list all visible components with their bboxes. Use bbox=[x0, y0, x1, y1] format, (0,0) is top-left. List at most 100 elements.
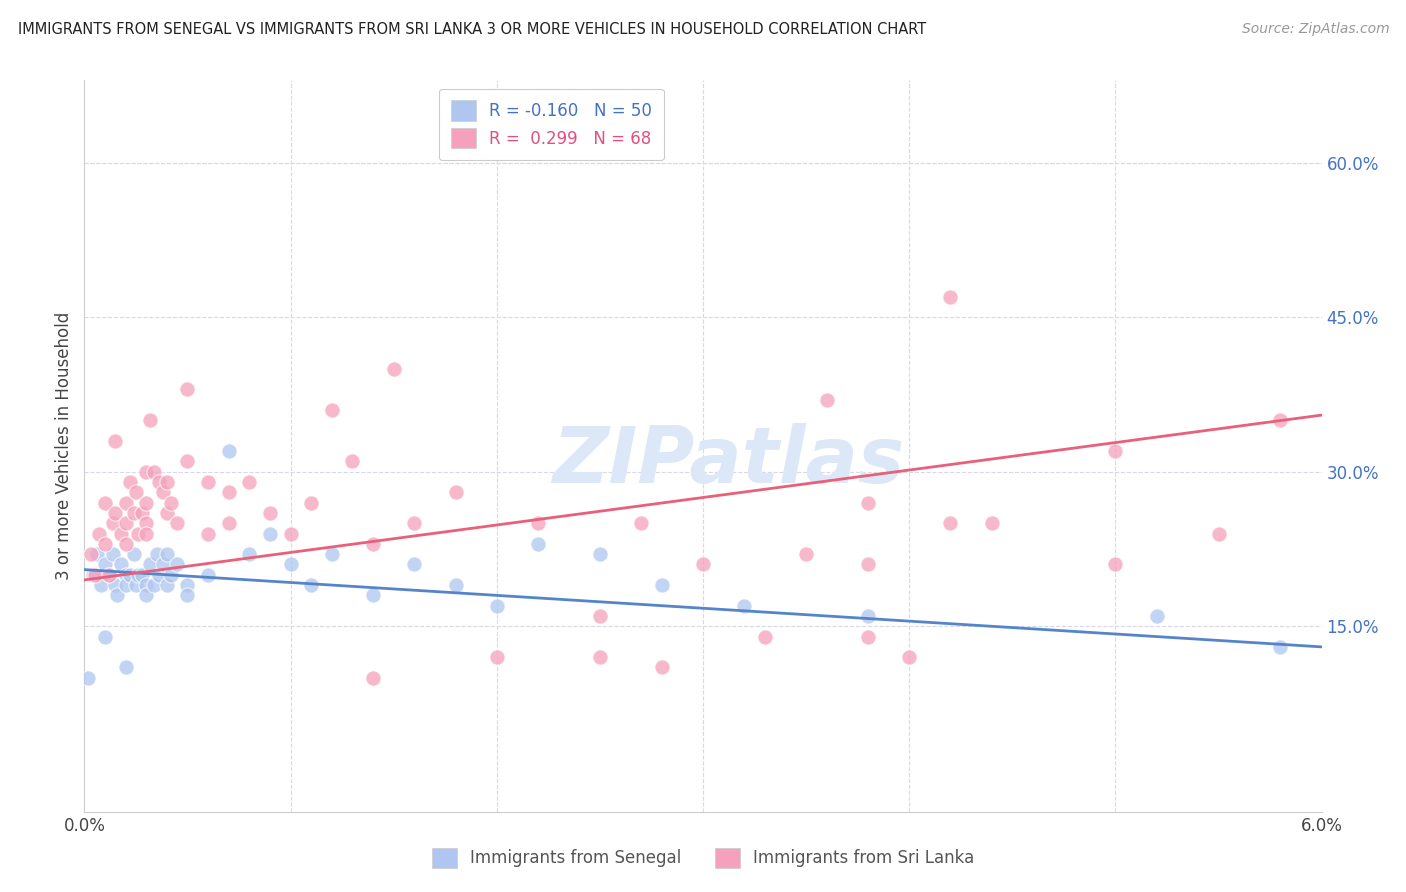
Point bbox=[94, 558, 117, 572]
Point bbox=[166, 516, 188, 531]
Point bbox=[114, 496, 136, 510]
Point bbox=[176, 578, 198, 592]
Point bbox=[939, 290, 962, 304]
Point bbox=[1270, 640, 1292, 654]
Point bbox=[135, 526, 157, 541]
Point bbox=[118, 567, 141, 582]
Point bbox=[94, 630, 117, 644]
Point bbox=[104, 506, 127, 520]
Point bbox=[527, 516, 550, 531]
Point bbox=[127, 526, 149, 541]
Point bbox=[87, 526, 110, 541]
Point bbox=[1270, 413, 1292, 427]
Point bbox=[135, 578, 157, 592]
Point bbox=[630, 516, 652, 531]
Point bbox=[444, 578, 467, 592]
Point bbox=[444, 485, 467, 500]
Point bbox=[125, 578, 148, 592]
Point bbox=[110, 526, 132, 541]
Point bbox=[160, 496, 183, 510]
Point bbox=[176, 454, 198, 468]
Point bbox=[135, 588, 157, 602]
Point bbox=[148, 475, 170, 489]
Point bbox=[122, 547, 145, 561]
Point bbox=[94, 537, 117, 551]
Point bbox=[404, 516, 426, 531]
Text: Source: ZipAtlas.com: Source: ZipAtlas.com bbox=[1241, 22, 1389, 37]
Point bbox=[299, 578, 322, 592]
Point bbox=[197, 526, 219, 541]
Point bbox=[135, 465, 157, 479]
Point bbox=[856, 609, 879, 624]
Point bbox=[280, 526, 302, 541]
Point bbox=[98, 567, 121, 582]
Point bbox=[342, 454, 364, 468]
Point bbox=[238, 475, 260, 489]
Point bbox=[152, 485, 174, 500]
Point bbox=[939, 516, 962, 531]
Point bbox=[1146, 609, 1168, 624]
Point bbox=[139, 558, 162, 572]
Point bbox=[156, 547, 179, 561]
Point bbox=[135, 496, 157, 510]
Point bbox=[527, 537, 550, 551]
Point bbox=[856, 630, 879, 644]
Point bbox=[980, 516, 1002, 531]
Point bbox=[156, 475, 179, 489]
Point bbox=[218, 444, 240, 458]
Text: IMMIGRANTS FROM SENEGAL VS IMMIGRANTS FROM SRI LANKA 3 OR MORE VEHICLES IN HOUSE: IMMIGRANTS FROM SENEGAL VS IMMIGRANTS FR… bbox=[18, 22, 927, 37]
Point bbox=[135, 516, 157, 531]
Point bbox=[651, 578, 673, 592]
Point bbox=[361, 537, 384, 551]
Point bbox=[197, 567, 219, 582]
Point bbox=[114, 567, 136, 582]
Point bbox=[122, 506, 145, 520]
Point bbox=[321, 403, 343, 417]
Point bbox=[104, 434, 127, 448]
Legend: R = -0.160   N = 50, R =  0.299   N = 68: R = -0.160 N = 50, R = 0.299 N = 68 bbox=[439, 88, 664, 160]
Point bbox=[160, 567, 183, 582]
Text: ZIPatlas: ZIPatlas bbox=[551, 423, 904, 499]
Point bbox=[90, 578, 112, 592]
Point bbox=[898, 650, 921, 665]
Point bbox=[1208, 526, 1230, 541]
Point bbox=[1104, 558, 1126, 572]
Point bbox=[98, 567, 121, 582]
Point bbox=[218, 516, 240, 531]
Point bbox=[382, 361, 405, 376]
Point bbox=[856, 558, 879, 572]
Point bbox=[815, 392, 838, 407]
Point bbox=[114, 660, 136, 674]
Point bbox=[139, 413, 162, 427]
Legend: Immigrants from Senegal, Immigrants from Sri Lanka: Immigrants from Senegal, Immigrants from… bbox=[425, 841, 981, 875]
Point bbox=[143, 578, 166, 592]
Point bbox=[143, 465, 166, 479]
Point bbox=[176, 588, 198, 602]
Point bbox=[79, 547, 101, 561]
Point bbox=[754, 630, 776, 644]
Point bbox=[733, 599, 755, 613]
Point bbox=[1104, 444, 1126, 458]
Point bbox=[856, 496, 879, 510]
Point bbox=[321, 547, 343, 561]
Point bbox=[86, 547, 108, 561]
Point bbox=[166, 558, 188, 572]
Point bbox=[589, 650, 612, 665]
Point bbox=[82, 567, 104, 582]
Point bbox=[83, 567, 105, 582]
Point bbox=[94, 496, 117, 510]
Point bbox=[197, 475, 219, 489]
Point bbox=[125, 485, 148, 500]
Point bbox=[651, 660, 673, 674]
Point bbox=[404, 558, 426, 572]
Point bbox=[114, 537, 136, 551]
Point bbox=[131, 506, 153, 520]
Point bbox=[118, 475, 141, 489]
Point bbox=[280, 558, 302, 572]
Point bbox=[104, 578, 127, 592]
Point bbox=[156, 506, 179, 520]
Point bbox=[156, 578, 179, 592]
Point bbox=[145, 547, 167, 561]
Point bbox=[114, 516, 136, 531]
Point bbox=[103, 547, 125, 561]
